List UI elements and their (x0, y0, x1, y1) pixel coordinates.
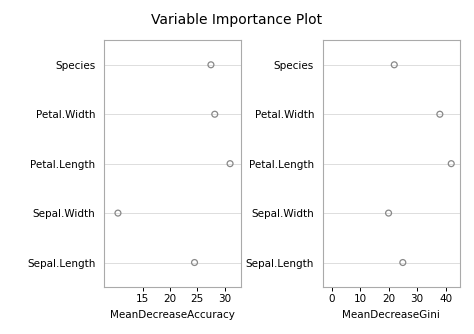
Point (399, 260, 407, 265)
Point (391, 62, 398, 67)
Point (447, 161, 455, 166)
Point (385, 210, 392, 216)
X-axis label: MeanDecreaseGini: MeanDecreaseGini (343, 310, 440, 320)
Point (211, 112, 219, 117)
Point (226, 161, 234, 166)
Point (207, 62, 215, 67)
X-axis label: MeanDecreaseAccuracy: MeanDecreaseAccuracy (110, 310, 235, 320)
Point (114, 210, 122, 216)
Text: Variable Importance Plot: Variable Importance Plot (151, 13, 323, 27)
Point (436, 112, 444, 117)
Point (191, 260, 198, 265)
